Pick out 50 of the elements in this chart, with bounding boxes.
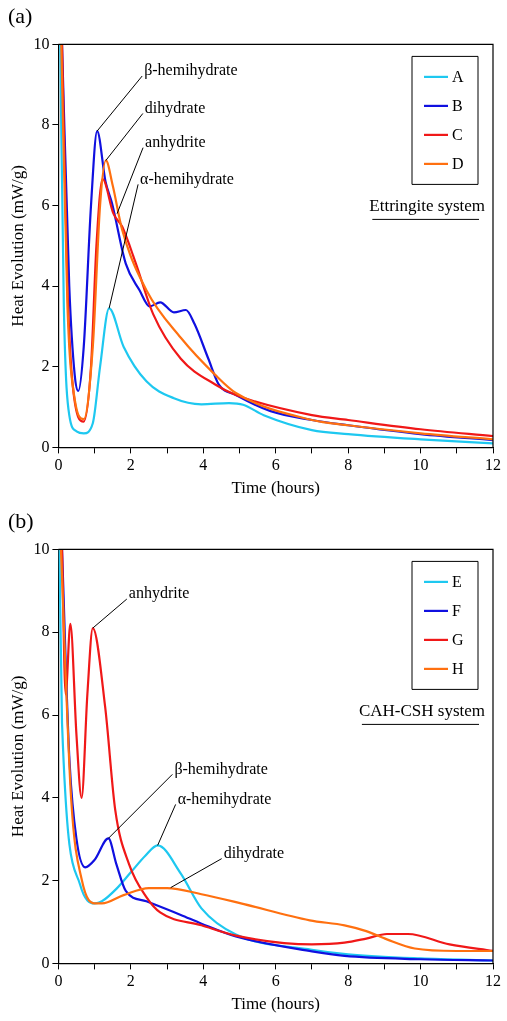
- x-tick-label: 10: [412, 972, 429, 990]
- y-axis-title: Heat Evolution (mW/g): [7, 675, 27, 838]
- legend-label: E: [452, 573, 462, 591]
- chart-title: (b): [8, 507, 34, 533]
- annotation: β-hemihydrate: [144, 61, 238, 80]
- x-tick-label: 6: [271, 456, 280, 474]
- annotation: anhydrite: [128, 584, 190, 603]
- annotation: anhydrite: [145, 132, 206, 151]
- annotation: dihydrate: [144, 98, 206, 117]
- y-tick-label: 8: [41, 622, 50, 640]
- legend-label: C: [452, 126, 463, 144]
- annotation: Ettringite system: [369, 195, 485, 215]
- y-tick-label: 0: [41, 437, 50, 455]
- legend-label: D: [452, 155, 464, 173]
- y-tick-label: 6: [41, 195, 50, 213]
- y-tick-label: 0: [41, 953, 50, 971]
- x-tick-label: 10: [412, 456, 429, 474]
- x-tick-label: 12: [485, 972, 501, 990]
- legend-label: B: [452, 97, 463, 115]
- y-tick-label: 2: [41, 357, 50, 374]
- legend-label: G: [452, 631, 464, 649]
- y-tick-label: 2: [41, 870, 50, 888]
- annotation: CAH-CSH system: [358, 700, 485, 720]
- x-tick-label: 0: [54, 456, 63, 474]
- x-tick-label: 12: [485, 456, 501, 474]
- y-tick-label: 8: [41, 115, 50, 133]
- chart-title: (a): [8, 2, 33, 28]
- y-axis-title: Heat Evolution (mW/g): [7, 165, 27, 327]
- y-tick-label: 10: [33, 539, 50, 557]
- legend-label: A: [452, 68, 464, 86]
- annotation: α-hemihydrate: [140, 169, 234, 188]
- annotation: β-hemihydrate: [174, 759, 268, 778]
- y-tick-label: 4: [41, 276, 50, 294]
- x-tick-label: 8: [344, 456, 353, 474]
- legend-label: F: [452, 602, 461, 620]
- x-tick-label: 2: [126, 456, 135, 474]
- annotation: dihydrate: [223, 843, 285, 862]
- legend-label: H: [452, 660, 464, 678]
- x-tick-label: 8: [344, 972, 353, 990]
- x-axis-title: Time (hours): [231, 478, 321, 498]
- x-tick-label: 6: [271, 972, 280, 990]
- x-tick-label: 2: [126, 972, 135, 990]
- x-axis-title: Time (hours): [231, 994, 321, 1014]
- x-tick-label: 4: [199, 456, 208, 474]
- annotation: α-hemihydrate: [177, 789, 272, 808]
- x-tick-label: 4: [199, 972, 208, 990]
- y-tick-label: 4: [41, 788, 50, 805]
- x-tick-label: 0: [54, 972, 63, 990]
- y-tick-label: 10: [33, 34, 50, 52]
- y-tick-label: 6: [41, 705, 50, 723]
